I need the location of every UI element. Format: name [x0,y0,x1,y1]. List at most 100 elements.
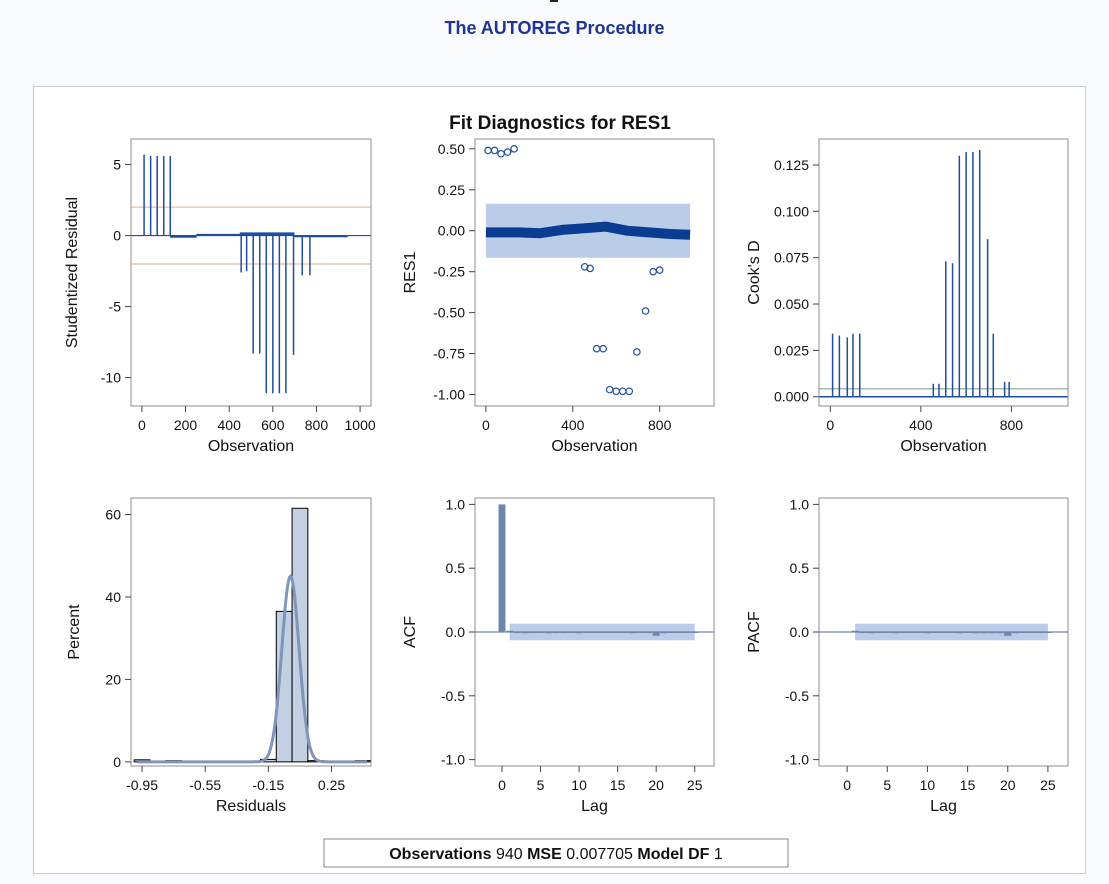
x-axis-label: Lag [581,798,608,815]
y-tick-label-0: 1.0 [790,496,810,512]
y-tick-label-0: 5 [113,157,121,173]
acf-bar-lag-3 [521,632,529,634]
footer-text: Observations 940 MSE 0.007705 Model DF 1 [389,846,723,863]
y-tick-label-0: 0.50 [438,141,465,157]
outlier-point-16 [655,266,664,274]
y-tick-label-3: -0.5 [785,688,809,704]
acf-bar-lag-23 [675,632,683,633]
y-tick-label-1: 0.25 [438,182,465,198]
x-tick-label-2: 800 [1000,417,1024,433]
pacf-bar-lag-4 [875,632,883,633]
y-tick-label-2: 0.0 [790,624,810,640]
acf-bar-lag-14 [606,632,614,633]
statistics-footer: Observations 940 MSE 0.007705 Model DF 1 [323,838,789,868]
x-tick-label-4: 20 [648,777,664,793]
y-tick-label-2: 0.0 [446,624,466,640]
y-tick-label-1: 20 [105,671,121,687]
pacf-bar-lag-13 [947,632,956,633]
y-tick-label-3: 60 [105,506,121,522]
y-axis-label: Percent [66,604,83,660]
x-tick-label-4: 800 [305,417,329,433]
x-tick-label-2: 800 [648,417,672,433]
acf-bar-lag-21 [660,632,668,634]
acf-bar-lag-2 [513,632,521,633]
x-tick-label-0: 0 [843,777,851,793]
outlier-point-9 [605,385,614,394]
pacf-bar-lag-16 [972,632,980,634]
kernel-density-curve [137,574,368,764]
x-tick-label-0: 0 [138,417,146,433]
x-tick-label-3: 0.25 [318,777,345,793]
y-axis-label: RES1 [402,252,419,294]
cooks_d-plot-area [819,150,1068,398]
y-tick-label-0: 0 [113,754,121,770]
x-tick-label-5: 1000 [345,417,376,433]
x-tick-label-2: 10 [571,777,587,793]
x-tick-label-0: -0.95 [126,777,158,793]
studentized-chart: 5 0 -5 -10 0 200 400 600 800 1000 Observation Stude… [64,138,376,455]
header-marker [550,0,558,2]
x-tick-label-3: 15 [610,777,626,793]
acf-bar-lag-10 [575,632,583,634]
acf-bar-lag-17 [629,632,637,634]
x-axis-label: Observation [900,438,986,455]
y-tick-label-4: -0.50 [433,305,465,321]
x-axis-label: Observation [551,438,637,455]
acf-bar-lag-5 [537,632,545,633]
acf-bar-lag-12 [591,632,598,633]
x-tick-label-3: 600 [261,417,285,433]
outlier-point-1 [490,146,499,155]
y-tick-label-1: 0 [113,228,121,244]
x-tick-label-5: 25 [1040,777,1056,793]
footer-obs-value: 940 [496,846,523,863]
x-axis-label: Observation [208,438,294,455]
acf-bar-lag-11 [583,632,591,633]
x-tick-label-3: 15 [960,777,976,793]
x-tick-label-2: 10 [920,777,936,793]
y-tick-label-0: 1.0 [446,496,466,512]
pacf-bar-lag-25 [1044,632,1052,633]
outlier-point-4 [510,145,518,153]
y-tick-label-0: 0.125 [774,157,809,173]
y-tick-label-2: 0.00 [438,223,465,239]
procedure-title: The AUTOREG Procedure [444,18,665,38]
outlier-point-7 [592,344,601,353]
x-tick-label-2: 400 [218,417,242,433]
outlier-point-2 [497,149,505,158]
pacf-bar-lag-21 [1012,632,1020,634]
y-tick-label-3: -0.25 [433,264,465,280]
pacf-bar-lag-2 [859,632,867,633]
acf-bar-lag-25 [691,632,699,633]
acf-bar-lag-24 [683,632,691,633]
outlier-point-14 [641,307,650,315]
x-tick-label-1: 400 [909,417,933,433]
outlier-point-11 [618,387,627,396]
studentized-plot-area [131,154,371,394]
x-tick-label-5: 25 [687,777,703,793]
diagnostics-canvas: Fit Diagnostics for RES1 50-5-100 200 400 6… [64,113,1069,868]
acf-bar-lag-0 [498,504,506,632]
pacf-bar-lag-18 [988,632,996,634]
residuals-frame [474,138,715,407]
x-axis-label: Residuals [216,798,286,815]
y-tick-label-3: -10 [101,370,121,386]
pacf-bar-lag-6 [891,632,899,634]
y-axis-label: ACF [402,616,419,648]
x-tick-label-1: 200 [174,417,198,433]
pacf-bar-lag-9 [915,632,924,633]
pacf-bar-lag-15 [963,632,972,633]
x-tick-label-1: 5 [883,777,891,793]
y-tick-label-2: 0.075 [774,250,809,266]
y-tick-label-1: 0.5 [790,560,810,576]
figure-title: Fit Diagnostics for RES1 [449,113,671,134]
y-tick-label-1: 0.5 [446,560,466,576]
pacf-bar-lag-23 [1028,632,1036,633]
pacf-bar-lag-8 [907,632,915,633]
histogram-chart: 0 20 40 60 -0.95 -0.55 -0.15 0.25 Residuals Perce… [66,497,372,815]
pacf-bar-lag-10 [923,632,932,634]
footer-mse-label: MSE [527,846,562,863]
outlier-point-10 [612,387,621,396]
pacf-bar-lag-3 [867,632,875,634]
footer-mse-value: 0.007705 [566,846,633,863]
pacf-bar-lag-24 [1036,632,1044,633]
